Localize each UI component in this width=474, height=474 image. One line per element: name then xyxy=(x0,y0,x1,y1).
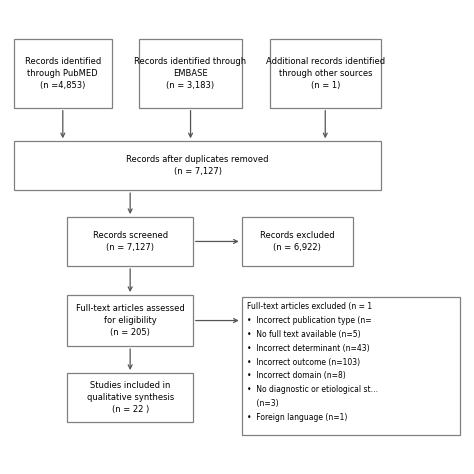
Bar xyxy=(67,295,193,346)
Text: Full-text articles excluded (n = 1: Full-text articles excluded (n = 1 xyxy=(247,302,373,311)
Text: •  Foreign language (n=1): • Foreign language (n=1) xyxy=(247,413,347,422)
Text: •  Incorrect outcome (n=103): • Incorrect outcome (n=103) xyxy=(247,357,360,366)
Text: •  Incorrect determinant (n=43): • Incorrect determinant (n=43) xyxy=(247,344,370,353)
Text: Full-text articles assessed
for eligibility
(n = 205): Full-text articles assessed for eligibil… xyxy=(76,304,184,337)
Bar xyxy=(14,141,381,190)
Text: Records identified through
EMBASE
(n = 3,183): Records identified through EMBASE (n = 3… xyxy=(135,56,246,90)
Text: Records after duplicates removed
(n = 7,127): Records after duplicates removed (n = 7,… xyxy=(126,155,269,176)
Text: (n=3): (n=3) xyxy=(247,399,279,408)
Text: Additional records identified
through other sources
(n = 1): Additional records identified through ot… xyxy=(266,56,385,90)
Bar xyxy=(242,217,353,266)
Text: •  Incorrect publication type (n=: • Incorrect publication type (n= xyxy=(247,316,372,325)
Bar xyxy=(139,39,242,108)
Text: •  No diagnostic or etiological st…: • No diagnostic or etiological st… xyxy=(247,385,378,394)
Text: •  No full text available (n=5): • No full text available (n=5) xyxy=(247,330,361,339)
Text: Records excluded
(n = 6,922): Records excluded (n = 6,922) xyxy=(260,231,335,252)
Text: Records identified
through PubMED
(n =4,853): Records identified through PubMED (n =4,… xyxy=(25,56,101,90)
Bar xyxy=(67,373,193,422)
Text: Studies included in
qualitative synthesis
(n = 22 ): Studies included in qualitative synthesi… xyxy=(87,381,174,414)
Bar xyxy=(14,39,111,108)
Text: •  Incorrect domain (n=8): • Incorrect domain (n=8) xyxy=(247,372,346,380)
Bar xyxy=(242,297,460,435)
Bar xyxy=(67,217,193,266)
Bar xyxy=(270,39,381,108)
Text: Records screened
(n = 7,127): Records screened (n = 7,127) xyxy=(92,231,168,252)
